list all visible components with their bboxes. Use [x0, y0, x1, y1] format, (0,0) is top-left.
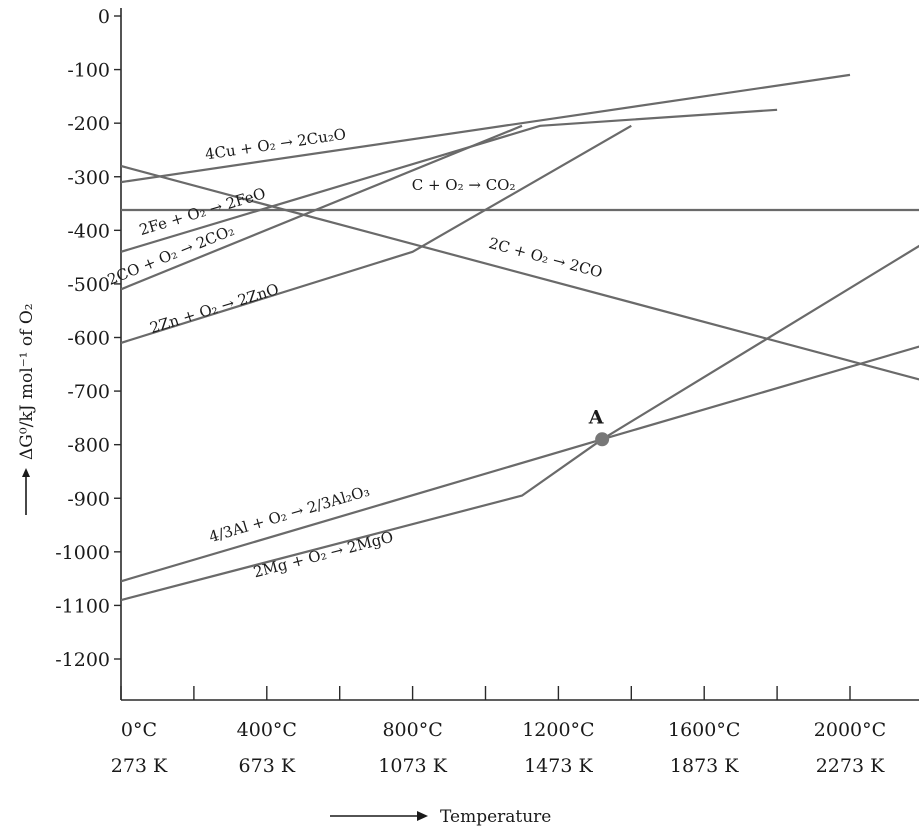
x-tick-label-celsius: 2000°C [814, 719, 886, 741]
series-line [121, 346, 919, 582]
y-axis-arrow-head [22, 468, 30, 477]
y-tick-label: -1200 [55, 649, 110, 671]
point-a-marker [595, 432, 609, 446]
x-tick-label-kelvin: 1873 K [670, 755, 739, 777]
y-axis-title-group: ΔG⁰/kJ mol⁻¹ of O₂ [17, 303, 37, 515]
annotations: A [588, 406, 609, 446]
y-tick-label: -400 [67, 220, 110, 242]
y-ticks: 0 -100 -200 -300 -400 -500 -600 -700 -800 -900 -10… [55, 6, 121, 671]
y-tick-label: -100 [67, 60, 110, 82]
series-label: 2Zn + O₂ → 2ZnO [148, 280, 281, 337]
series-line [121, 75, 850, 182]
series-label: 4Cu + O₂ → 2Cu₂O [204, 125, 347, 163]
y-tick-label: 0 [98, 6, 110, 28]
axes [121, 8, 919, 700]
x-tick-label-kelvin: 273 K [111, 755, 168, 777]
y-tick-label: -800 [67, 435, 110, 457]
x-tick-label-kelvin: 2273 K [816, 755, 885, 777]
series-label-group: 4Cu + O₂ → 2Cu₂O [204, 125, 347, 163]
series-line [121, 126, 522, 289]
x-axis-title: Temperature [440, 807, 551, 827]
x-tick-label-kelvin: 1073 K [378, 755, 447, 777]
x-tick-label-celsius: 800°C [382, 719, 442, 741]
x-tick-label-celsius: 0°C [121, 719, 157, 741]
x-axis-arrow-head [417, 811, 428, 821]
y-tick-label: -300 [67, 167, 110, 189]
series-label-group: C + O₂ → CO₂ [412, 176, 516, 194]
x-tick-label-kelvin: 673 K [239, 755, 296, 777]
y-tick-label: -200 [67, 113, 110, 135]
y-tick-label: -700 [67, 381, 110, 403]
x-tick-label-celsius: 1600°C [668, 719, 740, 741]
y-tick-label: -1000 [55, 542, 110, 564]
series-label: 2C + O₂ → 2CO [487, 234, 605, 282]
x-axis-title-group: Temperature [330, 807, 551, 827]
series-label-group: 2Zn + O₂ → 2ZnO [148, 280, 281, 337]
y-tick-label: -500 [67, 274, 110, 296]
x-tick-label-celsius: 1200°C [522, 719, 594, 741]
series-label: C + O₂ → CO₂ [412, 176, 516, 194]
series-label-group: 2C + O₂ → 2CO [487, 234, 605, 282]
point-a-label: A [588, 406, 604, 428]
x-tick-label-celsius: 400°C [237, 719, 297, 741]
series-label: 2Fe + O₂ → 2FeO [137, 184, 267, 239]
series-label-group: 2Fe + O₂ → 2FeO [137, 184, 267, 239]
series-label-group: 2CO + O₂ → 2CO₂ [105, 221, 237, 289]
y-tick-label: -1100 [55, 595, 110, 617]
series-label: 2CO + O₂ → 2CO₂ [105, 221, 237, 289]
x-tick-label-kelvin: 1473 K [524, 755, 593, 777]
y-tick-label: -900 [67, 488, 110, 510]
y-axis-title: ΔG⁰/kJ mol⁻¹ of O₂ [17, 303, 37, 460]
y-tick-label: -600 [67, 328, 110, 350]
